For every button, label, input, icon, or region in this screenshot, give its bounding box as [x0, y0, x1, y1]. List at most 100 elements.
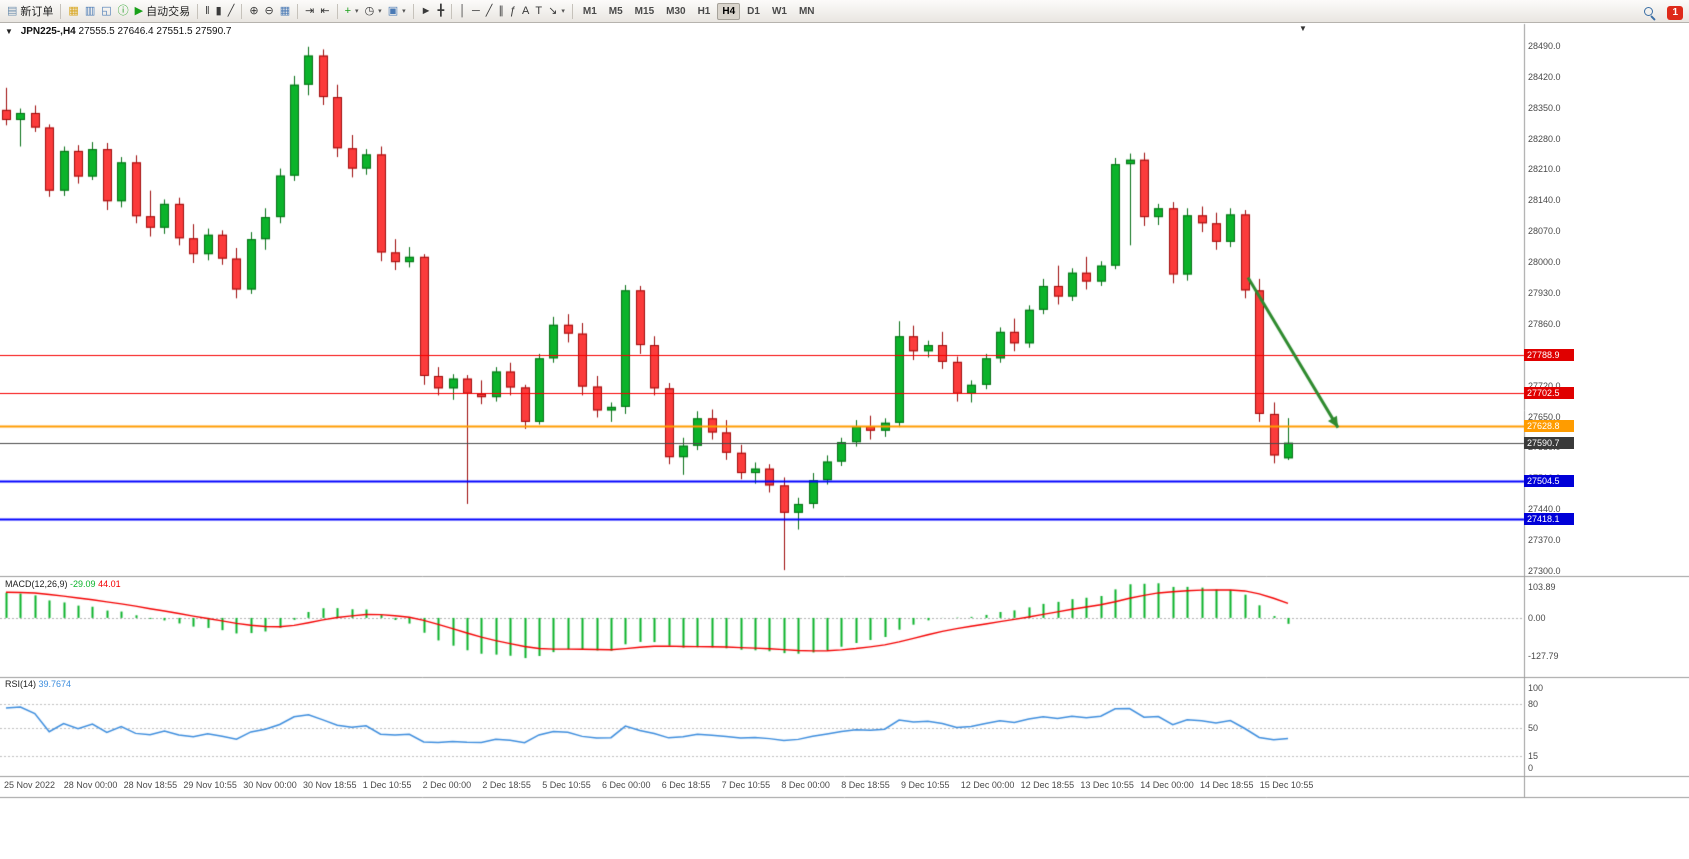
templates-button[interactable]: ▣ ▾ [385, 2, 409, 21]
time-axis-label: 6 Dec 18:55 [661, 780, 711, 790]
bar-high: 27646.4 [117, 26, 154, 37]
timeframe-m5-button[interactable]: M5 [608, 5, 623, 17]
equidistant-channel-icon: ∥ [498, 4, 504, 17]
chart-shift-button[interactable]: ⇤ [317, 2, 332, 21]
rsi-axis-label: 100 [1528, 683, 1544, 693]
zoom-out-button[interactable]: ⊖ [262, 2, 277, 21]
toolbar-separator [571, 3, 573, 19]
terminal-info-icon: ⓘ [117, 4, 129, 17]
periods-icon: ◷ [364, 4, 375, 17]
toolbar-separator [297, 3, 299, 19]
market-watch-button[interactable]: ▥ [82, 2, 98, 21]
candlestick-chart-icon: ▮ [215, 4, 222, 17]
profiles-icon: ▦ [68, 4, 79, 17]
time-axis-label: 13 Dec 10:55 [1080, 780, 1134, 790]
tile-windows-button[interactable]: ▦ [277, 2, 293, 21]
zoom-in-button[interactable]: ⊕ [246, 2, 261, 21]
macd-panel-header: MACD(12,26,9) -29.09 44.01 [5, 579, 121, 589]
rsi-axis-label: 0 [1528, 763, 1534, 773]
text-label-icon: T [535, 4, 543, 17]
toolbar-separator [412, 3, 414, 19]
macd-axis-label: -127.79 [1528, 651, 1559, 662]
chart-shift-marker[interactable]: ▼ [1299, 24, 1307, 33]
bar-open: 27555.5 [78, 26, 115, 37]
data-window-button[interactable]: ◱ [98, 2, 114, 21]
time-axis-label: 12 Dec 00:00 [960, 780, 1015, 790]
one-click-toggle-icon[interactable]: ▼ [5, 27, 13, 36]
price-axis-label: 27440.0 [1528, 504, 1561, 515]
market-watch-icon: ▥ [84, 4, 96, 17]
time-axis-label: 7 Dec 10:55 [721, 780, 771, 790]
auto-scroll-icon: ⇥ [305, 4, 315, 17]
equidistant-channel-button[interactable]: ∥ [495, 2, 507, 21]
templates-caret-icon: ▾ [402, 8, 406, 15]
cursor-button[interactable]: ► [418, 2, 435, 21]
time-axis-label: 6 Dec 00:00 [602, 780, 651, 790]
fibonacci-button[interactable]: ƒ [507, 2, 519, 21]
text-icon: A [522, 4, 530, 17]
autotrading-icon: ▶ [134, 4, 144, 17]
price-marker-27590.7: 27590.7 [1524, 436, 1574, 449]
rsi-label: RSI(14) [5, 679, 37, 689]
alerts-badge[interactable]: 1 [1667, 5, 1683, 20]
new-order-label: 新订单 [20, 6, 54, 18]
price-axis-label: 27720.0 [1528, 380, 1561, 391]
zoom-in-icon: ⊕ [249, 4, 259, 17]
new-order-button[interactable]: ▤ 新订单 [4, 2, 56, 21]
time-axis-label: 29 Nov 10:55 [183, 780, 237, 790]
periods-button[interactable]: ◷ ▾ [362, 2, 385, 21]
timeframe-w1-button[interactable]: W1 [771, 5, 787, 17]
autotrading-button[interactable]: ▶ 自动交易 [132, 2, 193, 21]
price-axis-label: 27930.0 [1528, 288, 1561, 298]
periods-caret-icon: ▾ [378, 8, 382, 15]
text-button[interactable]: A [519, 2, 532, 21]
terminal-info-button[interactable]: ⓘ [115, 2, 132, 21]
autotrading-label: 自动交易 [146, 6, 191, 18]
timeframe-m30-button[interactable]: M30 [666, 5, 686, 17]
indicators-button[interactable]: + ▾ [342, 2, 362, 21]
price-axis-label: 28490.0 [1528, 40, 1561, 51]
indicators-caret-icon: ▾ [355, 8, 359, 15]
timeframe-mn-button[interactable]: MN [798, 5, 815, 17]
fibonacci-icon: ƒ [509, 4, 517, 17]
price-axis-label: 28350.0 [1528, 102, 1561, 113]
price-axis-label: 27860.0 [1528, 318, 1561, 329]
price-axis-label: 27300.0 [1528, 566, 1561, 577]
macd-axis-label: 0.00 [1528, 612, 1546, 623]
line-chart-button[interactable]: ╱ [225, 2, 238, 21]
timeframe-m15-button[interactable]: M15 [634, 5, 655, 17]
rsi-axis-label: 50 [1528, 723, 1539, 733]
price-axis-label: 28280.0 [1528, 133, 1561, 144]
trendline-button[interactable]: ╱ [483, 2, 496, 21]
toolbar-separator [451, 3, 453, 19]
timeframe-d1-button[interactable]: D1 [747, 5, 760, 17]
crosshair-icon: ╋ [437, 4, 445, 17]
chart-title: ▼ JPN225-,H4 27555.5 27646.4 27551.5 275… [5, 26, 231, 37]
time-axis-label: 30 Nov 00:00 [243, 780, 297, 790]
timeframe-h1-button[interactable]: H1 [697, 5, 711, 17]
time-axis-label: 8 Dec 00:00 [781, 780, 830, 790]
profiles-button[interactable]: ▦ [65, 2, 81, 21]
auto-scroll-button[interactable]: ⇥ [302, 2, 317, 21]
tile-windows-icon: ▦ [279, 4, 291, 17]
vertical-line-button[interactable]: │ [456, 2, 469, 21]
main-toolbar: ▤ 新订单 ▦ ▥ ◱ ⓘ ▶ 自动交易 ‖ ▮ ╱ ⊕ ⊖ ▦ ⇥ ⇤ + ▾ ◷ ▾ ▣ ▾ ► ╋ │ ─ ╱ ∥ ƒ A T ↘ ▾ M… [0, 0, 1689, 23]
time-axis[interactable]: 25 Nov 2022 28 Nov 00:00 28 Nov 18:55 29 No… [0, 777, 1524, 795]
time-axis-label: 2 Dec 00:00 [422, 780, 472, 790]
timeframe-m1-button[interactable]: M1 [582, 5, 597, 17]
time-axis-label: 15 Dec 10:55 [1259, 780, 1314, 790]
search-button[interactable] [1640, 3, 1659, 22]
text-label-button[interactable]: T [532, 2, 545, 21]
bar-chart-button[interactable]: ‖ [202, 2, 213, 21]
arrow-tools-button[interactable]: ↘ ▾ [545, 2, 568, 21]
timeframe-h4-button[interactable]: H4 [717, 2, 741, 20]
price-axis-label: 28140.0 [1528, 195, 1561, 206]
time-axis-label: 1 Dec 10:55 [362, 780, 412, 790]
templates-icon: ▣ [387, 4, 399, 17]
horizontal-line-button[interactable]: ─ [469, 2, 483, 21]
candlestick-chart-button[interactable]: ▮ [213, 2, 225, 21]
price-axis-label: 27370.0 [1528, 535, 1561, 546]
crosshair-button[interactable]: ╋ [435, 2, 448, 21]
new-order-icon: ▤ [7, 4, 18, 17]
